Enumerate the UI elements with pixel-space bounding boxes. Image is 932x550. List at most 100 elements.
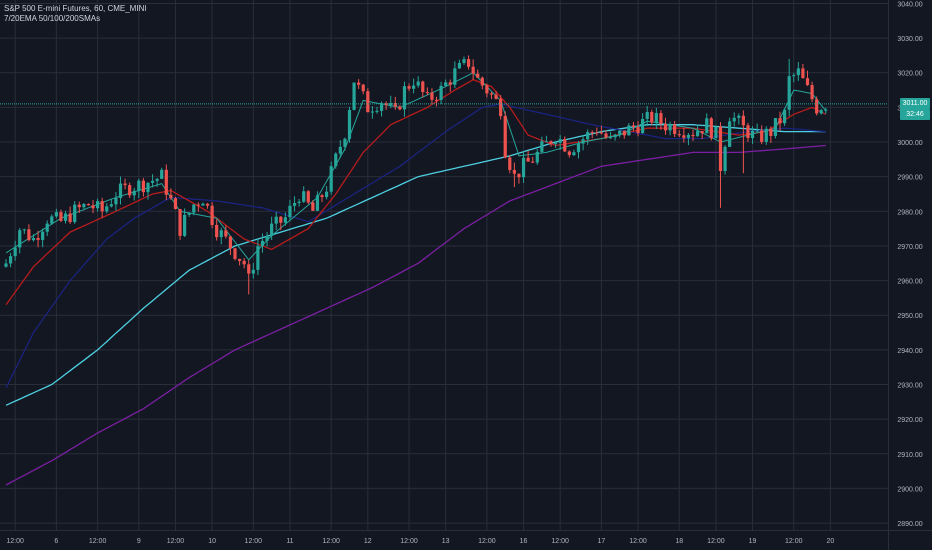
candle-body [499,98,503,117]
sma50-line [5,103,826,389]
candle-body [805,78,810,86]
x-tick-label: 20 [827,538,835,545]
candle-body [18,230,22,248]
candle-body [796,68,800,76]
y-tick-label: 3020.00 [897,71,922,78]
candle-body [732,117,736,122]
candle-body [100,201,104,212]
candle-body [695,131,700,137]
candle-body [361,84,365,92]
candle-body [476,73,480,78]
candle-body [416,81,420,86]
candle-body [292,203,297,206]
candle-body [718,126,723,172]
candle-body [650,112,654,123]
candle-body [682,135,686,138]
candle-body [526,157,530,162]
candle-body [608,137,613,139]
candle-body [595,132,599,134]
candle-body [297,201,301,204]
x-tick-label: 6 [54,538,58,545]
candle-body [41,231,45,240]
candle-body [512,169,516,174]
candle-body [425,92,429,94]
symbol-title[interactable]: S&P 500 E-mini Futures, 60, CME_MINI [4,4,147,13]
candle-body [334,153,338,167]
candle-body [91,205,95,209]
candle-body [412,85,416,89]
candle-body [219,230,223,238]
candle-body [746,125,750,139]
x-tick-label: 12:00 [785,538,803,545]
price-axis[interactable]: 2890.00 2900.00 2910.00 2920.00 2930.00 2940.… [888,0,923,550]
candle-body [164,169,168,195]
x-tick-label: 12:00 [6,538,24,545]
candle-body [636,127,640,134]
candle-body [764,128,768,142]
candle-body [22,229,26,231]
y-tick-label: 2970.00 [897,244,922,251]
x-tick-label: 16 [520,538,528,545]
candle-body [572,152,576,156]
candle-body [146,182,150,193]
candle-body [150,180,155,183]
candle-body [549,141,553,145]
candle-body [453,68,457,85]
candle-body [494,94,498,99]
candle-body [558,139,562,143]
y-tick-label: 3000.00 [897,140,922,147]
candle-body [567,151,571,156]
candle-body [137,180,141,191]
x-tick-label: 11 [286,538,293,545]
candle-body [508,157,512,170]
candle-body [306,191,310,203]
candle-body [320,195,324,198]
x-tick-label: 9 [137,538,141,545]
candle-body [783,109,787,124]
candle-body [109,204,113,207]
candle-body [123,183,127,186]
candle-body [256,245,260,270]
candle-body [242,260,246,265]
candle-body [315,195,320,211]
candle-body [366,91,370,113]
candle-body [228,236,233,249]
y-tick-label: 2930.00 [897,383,922,390]
x-tick-label: 12:00 [629,538,647,545]
candle-body [773,118,778,136]
candle-body [535,151,539,163]
candle-body [8,256,13,264]
candle-body [183,214,187,236]
candle-body [375,110,379,112]
candle-body [489,93,494,95]
indicators-label[interactable]: 7/20EMA 50/100/200SMAs [4,14,101,23]
candle-body [728,121,732,147]
y-tick-label: 2920.00 [897,417,922,424]
candle-body [444,82,448,86]
candle-body [187,212,191,215]
candle-body [59,212,63,221]
candle-body [760,130,764,142]
candle-body [659,113,663,124]
candle-body [114,197,118,205]
candle-body [554,142,558,145]
candle-body [810,85,814,100]
candle-body [517,173,521,178]
candle-body [205,203,210,206]
candle-body [196,204,200,206]
candle-body [448,82,452,85]
x-tick-label: 17 [598,538,606,545]
candle-body [563,139,567,152]
candle-body [604,133,608,138]
candle-body [521,157,526,178]
candle-body [128,185,132,196]
candle-body [325,191,329,198]
candle-body [160,169,164,179]
time-axis[interactable]: 12:00 6 12:00 9 12:00 10 12:00 11 12:00 12 12:00 13… [0,530,932,546]
candle-body [352,82,356,110]
x-tick-label: 12:00 [245,538,263,545]
y-tick-label: 2900.00 [897,486,922,493]
candle-body [393,102,397,107]
